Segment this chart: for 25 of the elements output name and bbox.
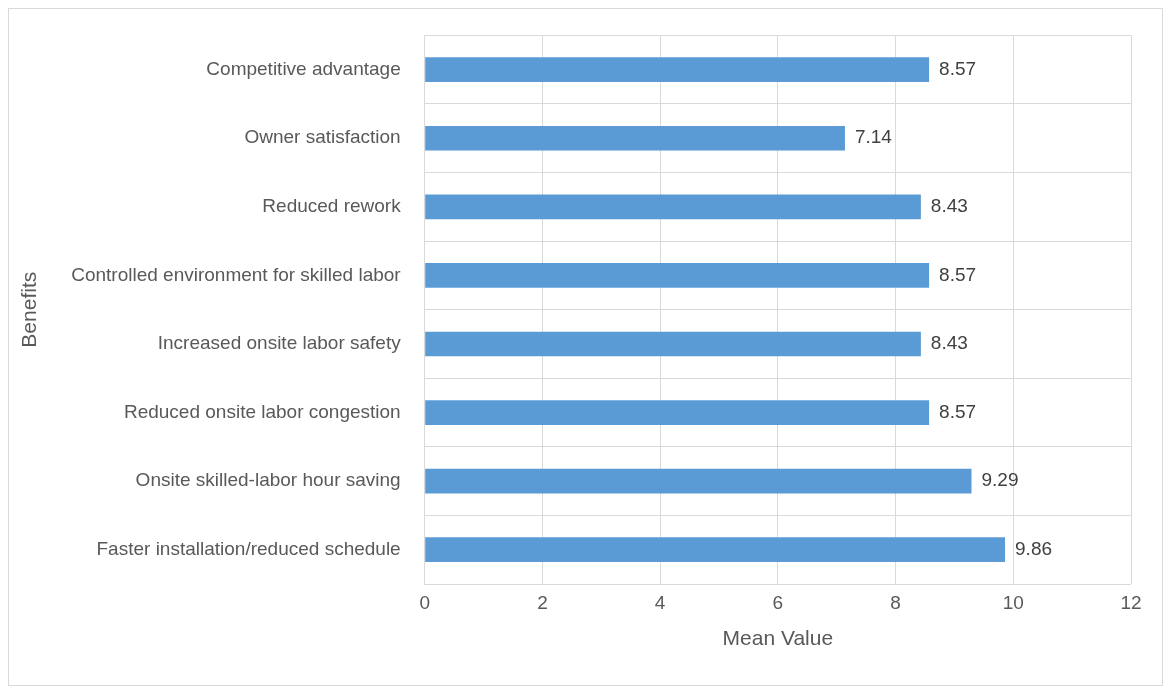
y-tick-label: Reduced onsite labor congestion (123, 400, 401, 422)
y-tick-label: Controlled environment for skilled labor (71, 263, 402, 285)
y-tick-label: Competitive advantage (206, 57, 401, 79)
x-tick-label: 4 (654, 591, 666, 613)
y-axis-title: Benefits (17, 271, 41, 348)
data-label: 9.29 (981, 469, 1019, 491)
y-tick-label: Owner satisfaction (244, 126, 401, 148)
data-label: 8.43 (930, 195, 968, 217)
data-label: 7.14 (854, 126, 893, 148)
x-tick-label: 8 (890, 591, 901, 613)
data-label: 8.57 (939, 263, 977, 285)
y-tick-label: Reduced rework (262, 195, 402, 217)
data-label: 9.86 (1015, 537, 1053, 559)
x-tick-label: 6 (772, 591, 784, 613)
data-label: 8.57 (939, 57, 977, 79)
x-tick-label: 0 (419, 591, 430, 613)
y-tick-label: Increased onsite labor safety (157, 332, 402, 354)
x-tick-label: 10 (1002, 591, 1024, 613)
x-tick-label: 12 (1120, 591, 1142, 613)
x-axis-title: Mean Value (722, 626, 834, 650)
data-label: 8.43 (930, 332, 968, 354)
y-tick-label: Faster installation/reduced schedule (96, 537, 401, 559)
data-label: 8.57 (939, 400, 977, 422)
x-tick-label: 2 (537, 591, 548, 613)
y-tick-label: Onsite skilled-labor hour saving (135, 469, 401, 491)
